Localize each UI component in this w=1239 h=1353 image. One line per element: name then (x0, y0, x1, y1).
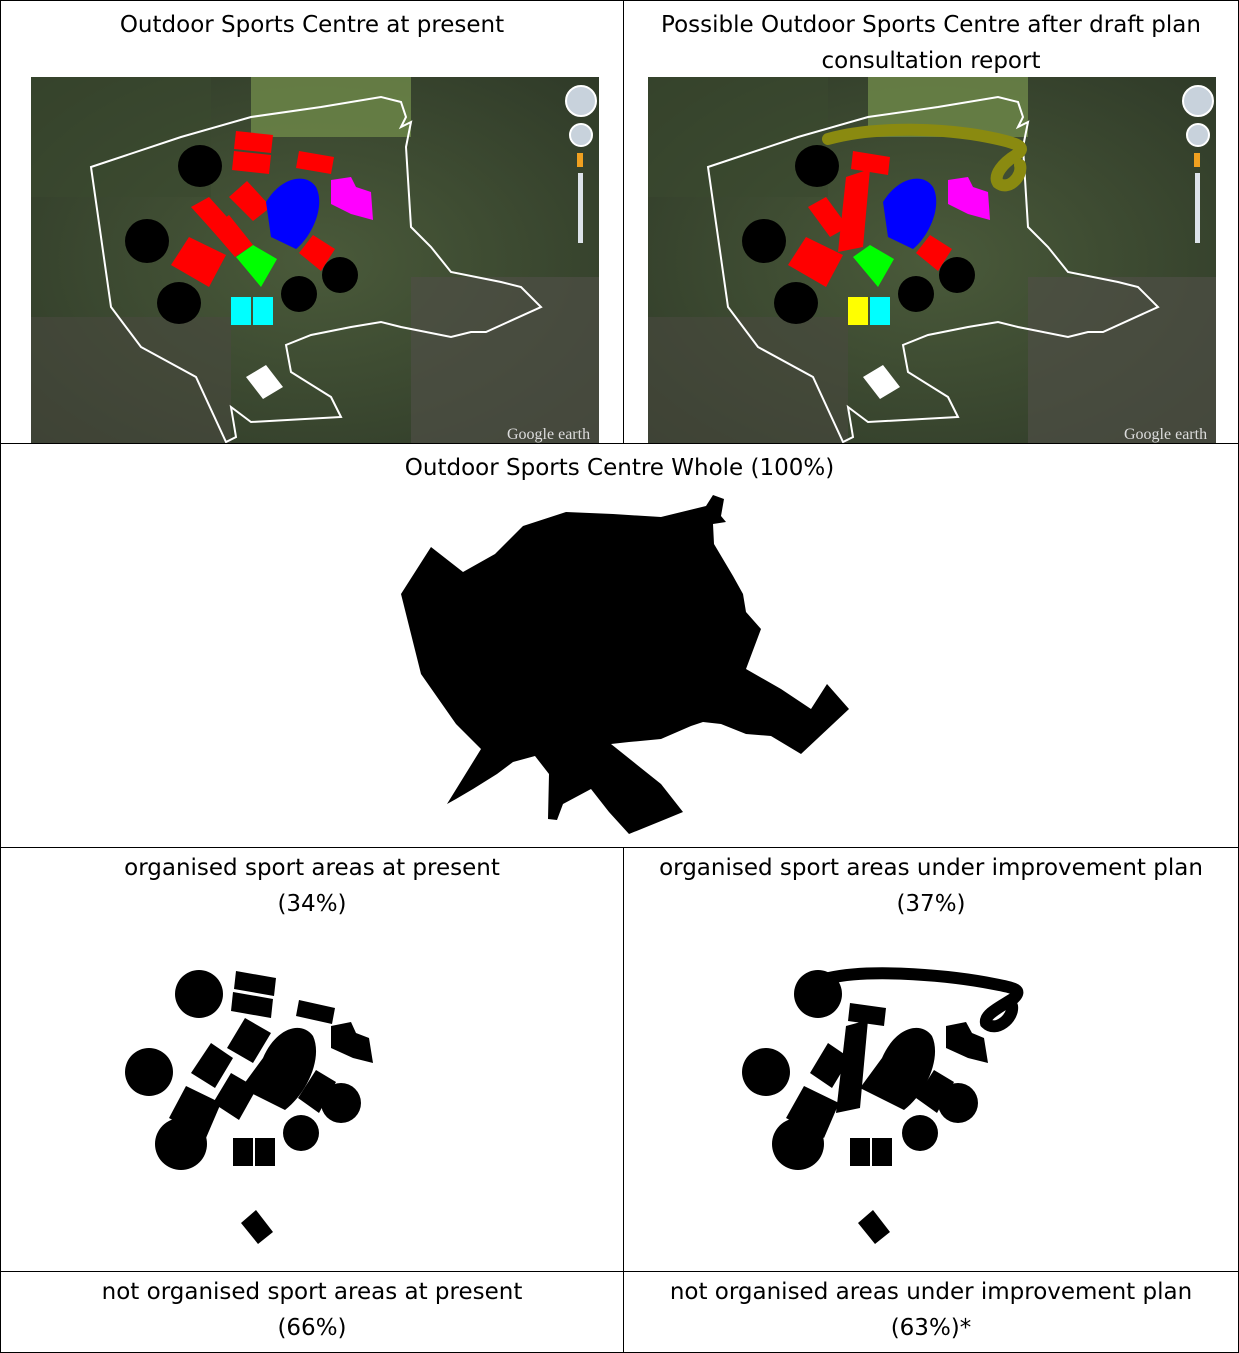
cell-not-organised-plan: not organised areas under improvement pl… (623, 1271, 1239, 1353)
map-plan-image: Google earth (648, 77, 1216, 443)
cell-not-organised-present: not organised sport areas at present (66… (0, 1271, 624, 1353)
whole-title: Outdoor Sports Centre Whole (100%) (404, 455, 835, 481)
not-organised-plan-title-line1: not organised areas under improvement pl… (669, 1279, 1193, 1305)
cell-whole: Outdoor Sports Centre Whole (100%) (0, 443, 1239, 848)
map-plan-title-line2: consultation report (821, 48, 1041, 74)
organised-present-title-line2: (34%) (277, 891, 347, 917)
whole-silhouette (401, 495, 849, 834)
organised-present-silhouette (125, 970, 373, 1244)
cell-map-present: Outdoor Sports Centre at present (0, 0, 624, 444)
map-plan-title-line1: Possible Outdoor Sports Centre after dra… (661, 12, 1201, 38)
organised-present-title-line1: organised sport areas at present (124, 855, 500, 881)
organised-plan-title-line1: organised sport areas under improvement … (659, 855, 1203, 881)
map-plan-watermark: Google earth (1124, 426, 1207, 443)
organised-plan-title-line2: (37%) (896, 891, 966, 917)
map-present-title: Outdoor Sports Centre at present (119, 12, 505, 38)
not-organised-present-title-line1: not organised sport areas at present (101, 1279, 523, 1305)
not-organised-plan-title-line2: (63%)* (890, 1315, 972, 1341)
cell-organised-present: organised sport areas at present (34%) (0, 847, 624, 1272)
map-present-watermark: Google earth (507, 426, 590, 443)
cell-organised-plan: organised sport areas under improvement … (623, 847, 1239, 1272)
not-organised-present-title-line2: (66%) (277, 1315, 347, 1341)
organised-plan-silhouette (742, 967, 1024, 1244)
map-present-image: Google earth (31, 77, 599, 443)
cell-map-plan: Possible Outdoor Sports Centre after dra… (623, 0, 1239, 444)
